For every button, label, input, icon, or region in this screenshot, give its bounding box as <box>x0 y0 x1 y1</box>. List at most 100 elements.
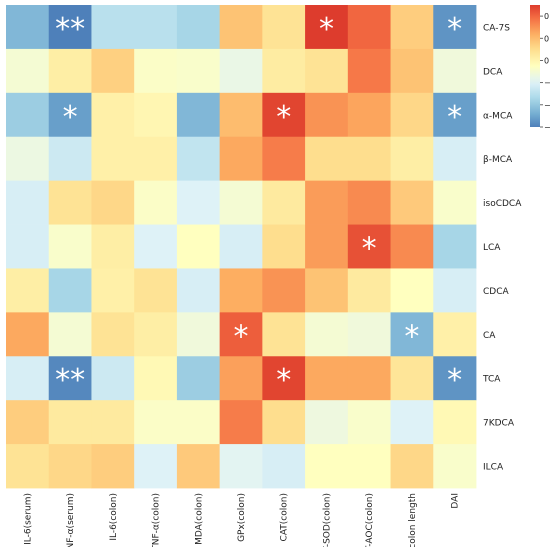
heatmap-cell-tca-dai <box>433 356 477 401</box>
heatmap-cell-ca-7s-cat-colon <box>262 5 306 50</box>
heatmap-cell-isocdca-t-sod-colon <box>305 180 349 225</box>
heatmap-cell-cdca-t-aoc-colon <box>347 268 391 313</box>
heatmap-cell-beta-mca-mda-colon <box>176 136 221 182</box>
heatmap-cell-7kdca-il-6-colon <box>91 400 135 445</box>
heatmap-cell-lca-cat-colon <box>262 224 306 269</box>
heatmap-cell-cdca-colon-length <box>390 268 434 313</box>
heatmap-cell-7kdca-t-aoc-colon <box>347 400 391 445</box>
heatmap-cell-ilca-il-6-serum <box>6 444 50 489</box>
significance-star: * <box>447 100 462 135</box>
heatmap-cell-isocdca-cat-colon <box>262 180 306 225</box>
significance-star: * <box>319 12 334 47</box>
heatmap-cell-ca-7s-il-6-serum <box>6 5 50 50</box>
heatmap-cell-tca-tnf-alpha-colon <box>134 356 178 401</box>
heatmap-cell-7kdca-t-sod-colon <box>305 400 349 445</box>
heatmap-cell-beta-mca-il-6-serum <box>6 136 50 182</box>
heatmap-cell-ilca-dai <box>433 444 477 489</box>
column-labels: IL-6(serum) TNF-α(serum) IL-6(colon) TNF-α(… <box>23 493 460 547</box>
heatmap-cell-ca-tnf-alpha-colon <box>134 312 178 357</box>
heatmap-cell-ca-7s-t-aoc-colon <box>347 5 391 50</box>
significance-star: * <box>234 319 249 354</box>
heatmap-cell-alpha-mca-colon-length <box>390 92 434 138</box>
heatmap-cell-tca-t-sod-colon <box>305 356 349 401</box>
heatmap-cell-ilca-t-aoc-colon <box>347 444 391 489</box>
heatmap-cell-lca-mda-colon <box>176 224 221 269</box>
column-label-il-6-colon: IL-6(colon) <box>109 493 119 541</box>
heatmap-cell-tca-colon-length <box>390 356 434 401</box>
heatmap-cell-ilca-tnf-alpha-serum <box>48 444 92 489</box>
significance-star: ** <box>55 363 85 398</box>
colorbar-gradient <box>530 5 540 127</box>
column-label-tnf-alpha-colon: TNF-α(colon) <box>152 493 162 547</box>
column-label-cat-colon: CAT(colon) <box>280 493 290 541</box>
heatmap-cell-isocdca-t-aoc-colon <box>347 180 391 225</box>
row-label-7kdca: 7KDCA <box>483 419 515 429</box>
colorbar-tick-label: 0 <box>544 56 549 65</box>
heatmap-cell-alpha-mca-t-sod-colon <box>305 92 349 138</box>
heatmap-cell-ca-colon-length <box>390 312 434 357</box>
heatmap-cell-lca-tnf-alpha-serum <box>48 224 92 269</box>
row-label-ca: CA <box>483 331 496 341</box>
heatmap-cell-lca-t-aoc-colon <box>347 224 391 269</box>
significance-star: * <box>63 100 78 135</box>
heatmap-cell-alpha-mca-tnf-alpha-serum <box>48 92 92 138</box>
heatmap-cell-alpha-mca-t-aoc-colon <box>347 92 391 138</box>
heatmap-cell-cdca-il-6-colon <box>91 268 135 313</box>
colorbar-tick-label: −0.6 <box>544 123 550 132</box>
heatmap-cell-ilca-gpx-colon <box>219 444 263 489</box>
heatmap-cell-beta-mca-tnf-alpha-colon <box>134 136 178 182</box>
significance-star: * <box>276 100 291 135</box>
row-label-dca: DCA <box>483 67 503 77</box>
heatmap-cell-dca-gpx-colon <box>219 48 263 94</box>
heatmap-cell-cdca-dai <box>433 268 477 313</box>
heatmap-cell-alpha-mca-gpx-colon <box>219 92 263 138</box>
row-label-alpha-mca: α-MCA <box>483 111 513 121</box>
heatmap-cell-lca-il-6-colon <box>91 224 135 269</box>
significance-annotations: ** * ** * *** *** * * <box>55 12 462 398</box>
column-label-tnf-alpha-serum: TNF-α(serum) <box>66 493 76 547</box>
heatmap-cell-7kdca-il-6-serum <box>6 400 50 445</box>
heatmap-cell-lca-t-sod-colon <box>305 224 349 269</box>
heatmap-cell-ca-il-6-serum <box>6 312 50 357</box>
heatmap-cell-ca-7s-tnf-alpha-serum <box>48 5 92 50</box>
heatmap-cell-dca-t-sod-colon <box>305 48 349 94</box>
heatmap-cell-dca-il-6-serum <box>6 48 50 94</box>
heatmap-cell-tca-mda-colon <box>176 356 221 401</box>
heatmap-cell-dca-mda-colon <box>176 48 221 94</box>
heatmap-cell-dca-cat-colon <box>262 48 306 94</box>
heatmap-cell-ca-7s-mda-colon <box>176 5 221 50</box>
heatmap-cell-cdca-cat-colon <box>262 268 306 313</box>
heatmap-cell-ca-dai <box>433 312 477 357</box>
heatmap-cell-alpha-mca-dai <box>433 92 477 138</box>
heatmap-cell-ca-gpx-colon <box>219 312 263 357</box>
column-label-t-sod-colon: T-SOD(colon) <box>322 493 332 547</box>
heatmap-cell-dca-dai <box>433 48 477 94</box>
heatmap-cell-7kdca-colon-length <box>390 400 434 445</box>
heatmap-cell-dca-il-6-colon <box>91 48 135 94</box>
heatmap-cell-alpha-mca-il-6-serum <box>6 92 50 138</box>
heatmap-cell-beta-mca-t-aoc-colon <box>347 136 391 182</box>
heatmap-cell-dca-colon-length <box>390 48 434 94</box>
heatmap-cell-beta-mca-gpx-colon <box>219 136 263 182</box>
heatmap-cell-ca-t-sod-colon <box>305 312 349 357</box>
heatmap-cell-ca-7s-colon-length <box>390 5 434 50</box>
heatmap-cell-7kdca-tnf-alpha-serum <box>48 400 92 445</box>
heatmap-cell-dca-tnf-alpha-colon <box>134 48 178 94</box>
heatmap-cell-alpha-mca-cat-colon <box>262 92 306 138</box>
colorbar-ticks: 0.4 0.2 0 −0.2 −0.4 −0.6 <box>540 12 550 132</box>
column-label-colon-length: colon length <box>408 493 418 547</box>
heatmap-cell-cdca-t-sod-colon <box>305 268 349 313</box>
heatmap-cell-lca-il-6-serum <box>6 224 50 269</box>
heatmap-cell-ca-7s-t-sod-colon <box>305 5 349 50</box>
heatmap-cell-7kdca-tnf-alpha-colon <box>134 400 178 445</box>
heatmap-cell-tca-tnf-alpha-serum <box>48 356 92 401</box>
heatmap-cell-ilca-il-6-colon <box>91 444 135 489</box>
heatmap-cell-ca-7s-gpx-colon <box>219 5 263 50</box>
heatmap-cell-ilca-mda-colon <box>176 444 221 489</box>
column-label-il-6-serum: IL-6(serum) <box>23 493 33 545</box>
heatmap-cell-beta-mca-cat-colon <box>262 136 306 182</box>
heatmap-cell-cdca-tnf-alpha-serum <box>48 268 92 313</box>
colorbar-tick-label: −0.2 <box>544 79 550 88</box>
row-label-ca-7s: CA-7S <box>483 23 510 33</box>
